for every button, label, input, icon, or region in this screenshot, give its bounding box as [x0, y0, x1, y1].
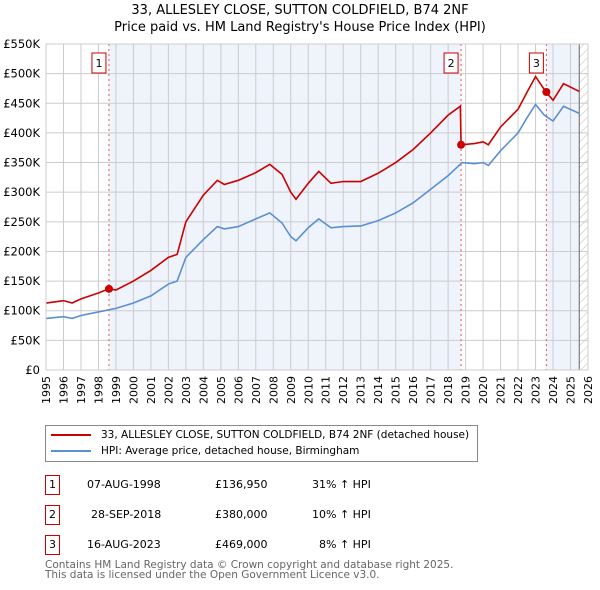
sale-badge: 3 — [45, 535, 60, 555]
x-tick-label: 1995 — [40, 376, 53, 404]
chart-subtitle: Price paid vs. HM Land Registry's House … — [114, 20, 486, 35]
legend: 33, ALLESLEY CLOSE, SUTTON COLDFIELD, B7… — [45, 425, 478, 462]
y-tick-label: £250K — [3, 215, 40, 229]
sale-point — [104, 284, 113, 293]
sale-row: 1 07-AUG-1998 £136,950 31% ↑ HPI — [45, 475, 445, 495]
x-tick-label: 2022 — [512, 376, 525, 404]
footer-line-1: Contains HM Land Registry data © Crown c… — [45, 559, 454, 571]
forecast-hatch — [579, 44, 588, 370]
y-tick-label: £50K — [11, 333, 41, 347]
legend-label-property: 33, ALLESLEY CLOSE, SUTTON COLDFIELD, B7… — [101, 429, 470, 441]
x-tick-label: 2010 — [302, 376, 315, 404]
y-tick-label: £300K — [3, 185, 40, 199]
x-tick-label: 2023 — [530, 376, 543, 404]
footer-line-2: This data is licensed under the Open Gov… — [45, 569, 380, 581]
sale-badge: 1 — [45, 475, 60, 495]
sale-hpi: 31% ↑ HPI — [312, 478, 371, 491]
chart-title: 33, ALLESLEY CLOSE, SUTTON COLDFIELD, B7… — [131, 3, 469, 18]
x-tick-label: 2012 — [337, 376, 350, 404]
x-tick-label: 2018 — [442, 376, 455, 404]
price-line — [45, 75, 580, 304]
ownership-shade — [108, 44, 462, 370]
sale-point — [457, 140, 466, 149]
x-tick-label: 2013 — [355, 376, 368, 404]
x-tick-label: 2007 — [250, 376, 263, 404]
x-tick-label: 2026 — [582, 376, 595, 404]
x-tick-label: 1996 — [57, 376, 70, 404]
x-tick-label: 2021 — [495, 376, 508, 404]
sale-price: £380,000 — [215, 508, 268, 521]
x-tick-label: 2001 — [145, 376, 158, 404]
sale-badge: 2 — [45, 505, 60, 525]
y-tick-label: £200K — [3, 244, 40, 258]
y-tick-label: £150K — [3, 274, 40, 288]
sale-hpi: 8% ↑ HPI — [319, 538, 371, 551]
x-tick-label: 2014 — [372, 376, 385, 404]
sale-price: £136,950 — [215, 478, 268, 491]
x-tick-label: 2017 — [425, 376, 438, 404]
sale-point — [542, 88, 551, 97]
x-tick-label: 2024 — [547, 376, 560, 404]
x-tick-label: 2006 — [232, 376, 245, 404]
sale-row: 2 28-SEP-2018 £380,000 10% ↑ HPI — [45, 505, 445, 525]
x-tick-label: 2005 — [215, 376, 228, 404]
sale-label: 1 — [95, 57, 102, 70]
sale-label: 3 — [533, 57, 540, 70]
x-tick-label: 2015 — [390, 376, 403, 404]
x-tick-label: 2008 — [267, 376, 280, 404]
x-tick-label: 2020 — [477, 376, 490, 404]
x-tick-label: 2011 — [320, 376, 333, 404]
sale-label-box — [443, 52, 459, 74]
hpi-line — [45, 103, 580, 320]
sale-row: 3 16-AUG-2023 £469,000 8% ↑ HPI — [45, 535, 445, 555]
sale-price: £469,000 — [215, 538, 268, 551]
x-tick-label: 1998 — [92, 376, 105, 404]
y-tick-label: £500K — [3, 67, 40, 81]
x-tick-label: 2025 — [565, 376, 578, 404]
y-tick-label: £450K — [3, 96, 40, 110]
legend-swatch-hpi — [51, 450, 91, 452]
sale-date: 28-SEP-2018 — [91, 508, 162, 521]
footer: Contains HM Land Registry data © Crown c… — [45, 559, 454, 581]
sale-date: 16-AUG-2023 — [87, 538, 161, 551]
x-tick-label: 2016 — [407, 376, 420, 404]
x-tick-label: 1997 — [75, 376, 88, 404]
plot-area: 1995 1996 1997 1998 1999 2000 2001 2002 2003 2004… — [3, 37, 595, 404]
x-tick-label: 2009 — [285, 376, 298, 404]
x-tick-label: 2019 — [460, 376, 473, 404]
legend-label-hpi: HPI: Average price, detached house, Birm… — [101, 445, 360, 457]
x-tick-label: 1999 — [110, 376, 123, 404]
legend-swatch-property — [51, 434, 91, 436]
sale-label-box — [528, 52, 544, 74]
y-tick-label: £100K — [3, 304, 40, 318]
sale-date: 07-AUG-1998 — [87, 478, 161, 491]
sale-label-box — [91, 52, 107, 74]
y-tick-label: £550K — [3, 37, 40, 51]
y-tick-label: £350K — [3, 156, 40, 170]
sale-hpi: 10% ↑ HPI — [312, 508, 371, 521]
x-tick-label: 2003 — [180, 376, 193, 404]
x-tick-label: 2002 — [162, 376, 175, 404]
plot-border — [45, 43, 589, 371]
x-tick-label: 2000 — [127, 376, 140, 404]
x-tick-label: 2004 — [197, 376, 210, 404]
ownership-shade — [546, 44, 580, 370]
sale-label: 2 — [448, 57, 455, 70]
y-tick-label: £0 — [25, 363, 40, 377]
y-tick-label: £400K — [3, 126, 40, 140]
